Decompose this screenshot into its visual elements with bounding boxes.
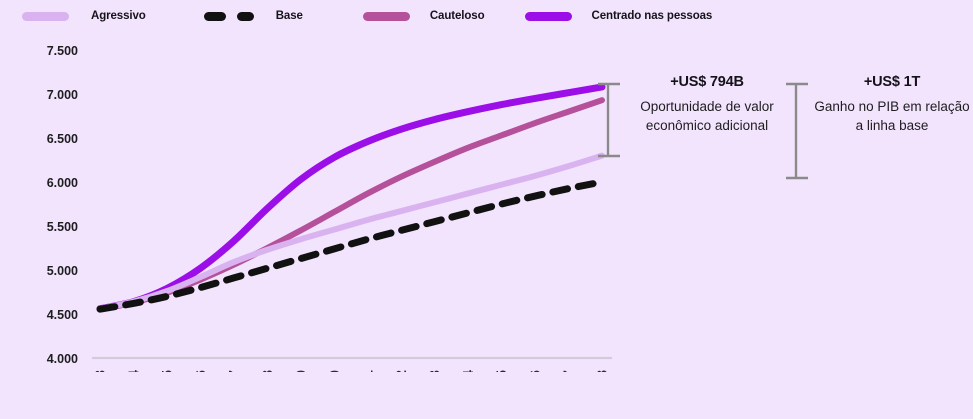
legend-label: Cauteloso [429,10,485,22]
legend-label: Agressivo [91,10,146,22]
chart-legend: Agressivo Base Cauteloso Centrado nas pe… [0,0,712,32]
dashed-line-swatch-icon [203,11,254,21]
legend-item-centrado-nas-pessoas[interactable]: Centrado nas pessoas [524,0,713,32]
annotation-value: +US$ 1T [863,74,921,90]
legend-label: Base [275,10,303,22]
y-axis-tick-label: 7.500 [47,44,78,58]
bracket-icon [786,82,808,180]
y-axis-tick-label: 5.000 [47,264,78,278]
chart-plot-area: 7.500 7.000 6.500 6.000 5.500 5.000 4.500 4.000… [0,32,660,372]
x-axis-tick-label: 2028 [259,370,276,372]
annotation-value: +US$ 794B [670,74,744,90]
x-axis-tick-label: 2032 [393,370,410,372]
legend-item-agressivo[interactable]: Agressivo [22,0,146,32]
x-axis-tick-label: 2036 [527,370,544,372]
annotation-description: Ganho no PIB em relação a linha base [814,99,970,134]
y-axis-tick-label: 7.000 [47,88,78,102]
annotation-opportunity: +US$ 794B Oportunidade de valor econômic… [595,74,774,169]
line-swatch-icon [362,11,410,21]
series-line [97,152,605,312]
y-axis-tick-label: 5.500 [47,220,78,234]
x-axis-tick-label: 2034 [460,369,477,372]
x-axis-tick-label: 2035 [494,370,511,372]
x-axis-tick-label: 2026 [192,370,209,372]
line-chart: 7.500 7.000 6.500 6.000 5.500 5.000 4.500 4.000… [47,44,612,372]
x-axis-tick-label: 2025 [159,370,176,372]
chart-annotations: +US$ 794B Oportunidade de valor econômic… [595,0,973,419]
series-line [96,83,606,313]
x-axis-tick-label: 2029 [293,370,310,372]
y-axis-tick-label: 6.500 [47,132,78,146]
x-axis-tick-label: 2027 [226,370,243,372]
x-axis-tick-label: 2024 [126,369,143,372]
legend-item-cauteloso[interactable]: Cauteloso [362,0,485,32]
legend-item-base[interactable]: Base [203,0,303,32]
legend-label: Centrado nas pessoas [591,10,713,22]
x-axis-tick-label: 2033 [427,370,444,372]
annotation-gdp-gain: +US$ 1T Ganho no PIB em relação a linha … [783,74,970,193]
series-line [97,97,605,312]
x-axis-tick-label: 2038 [594,370,611,372]
line-swatch-icon [524,11,572,21]
bracket-icon [598,82,620,158]
y-axis-tick-label: 4.000 [47,352,78,366]
x-axis-tick-label: 2030 [326,370,343,372]
series-line [96,178,606,313]
y-axis-tick-label: 4.500 [47,308,78,322]
line-swatch-icon [22,11,69,21]
x-axis-tick-label: 2037 [561,370,578,372]
annotation-description: Oportunidade de valor econômico adiciona… [640,99,774,134]
y-axis-tick-label: 6.000 [47,176,78,190]
x-axis-tick-label: 2031 [360,370,377,372]
x-axis-tick-label: 2023 [92,370,109,372]
